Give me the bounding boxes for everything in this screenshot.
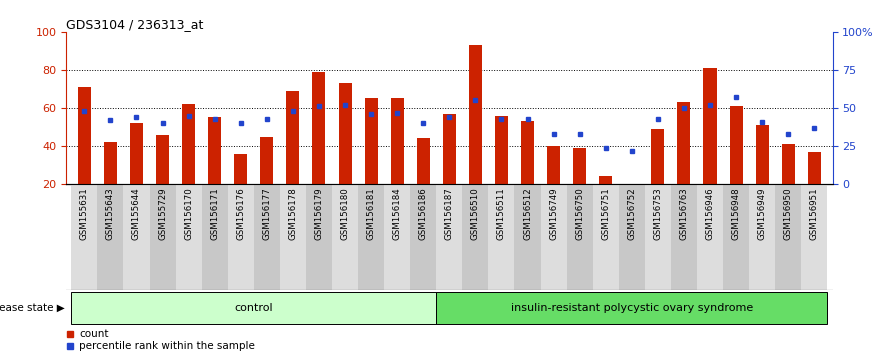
- Text: GSM156752: GSM156752: [627, 187, 636, 240]
- Text: GSM155729: GSM155729: [158, 187, 167, 240]
- Text: GSM156178: GSM156178: [288, 187, 298, 240]
- Bar: [443, 114, 455, 184]
- Bar: [521, 121, 534, 184]
- Text: GSM156950: GSM156950: [784, 187, 793, 240]
- Bar: [286, 91, 300, 184]
- Bar: [150, 184, 175, 290]
- Bar: [260, 137, 273, 184]
- Bar: [645, 184, 671, 290]
- Bar: [574, 148, 586, 184]
- Bar: [98, 184, 123, 290]
- Text: disease state ▶: disease state ▶: [0, 303, 65, 313]
- Bar: [123, 184, 150, 290]
- Bar: [71, 292, 436, 324]
- Bar: [756, 125, 768, 184]
- Text: GDS3104 / 236313_at: GDS3104 / 236313_at: [66, 18, 204, 31]
- Bar: [411, 184, 436, 290]
- Bar: [365, 98, 378, 184]
- Text: GSM156949: GSM156949: [758, 187, 766, 240]
- Bar: [541, 184, 566, 290]
- Text: count: count: [79, 329, 108, 339]
- Bar: [626, 184, 639, 198]
- Bar: [417, 138, 430, 184]
- Bar: [227, 184, 254, 290]
- Bar: [651, 129, 664, 184]
- Text: GSM155644: GSM155644: [132, 187, 141, 240]
- Text: GSM156512: GSM156512: [523, 187, 532, 240]
- Text: GSM156187: GSM156187: [445, 187, 454, 240]
- Text: GSM155631: GSM155631: [80, 187, 89, 240]
- Text: percentile rank within the sample: percentile rank within the sample: [79, 341, 255, 351]
- Text: GSM156510: GSM156510: [470, 187, 480, 240]
- Bar: [358, 184, 384, 290]
- Bar: [671, 184, 697, 290]
- Bar: [234, 154, 248, 184]
- Text: GSM156184: GSM156184: [393, 187, 402, 240]
- Bar: [599, 177, 612, 184]
- Bar: [104, 142, 117, 184]
- Text: GSM156951: GSM156951: [810, 187, 818, 240]
- Bar: [208, 118, 221, 184]
- Bar: [463, 184, 488, 290]
- Text: GSM156751: GSM156751: [601, 187, 611, 240]
- Bar: [697, 184, 723, 290]
- Text: insulin-resistant polycystic ovary syndrome: insulin-resistant polycystic ovary syndr…: [511, 303, 753, 313]
- Bar: [202, 184, 227, 290]
- Bar: [156, 135, 169, 184]
- Bar: [254, 184, 280, 290]
- Bar: [801, 184, 827, 290]
- Text: GSM156946: GSM156946: [706, 187, 714, 240]
- Bar: [71, 184, 98, 290]
- Bar: [775, 184, 801, 290]
- Text: GSM156181: GSM156181: [366, 187, 375, 240]
- Bar: [338, 83, 352, 184]
- Bar: [384, 184, 411, 290]
- Text: GSM156763: GSM156763: [679, 187, 688, 240]
- Bar: [436, 184, 463, 290]
- Bar: [130, 123, 143, 184]
- Text: GSM156179: GSM156179: [315, 187, 323, 240]
- Bar: [704, 68, 716, 184]
- Bar: [618, 184, 645, 290]
- Text: GSM156177: GSM156177: [263, 187, 271, 240]
- Bar: [469, 45, 482, 184]
- Bar: [749, 184, 775, 290]
- Text: control: control: [234, 303, 273, 313]
- Bar: [175, 184, 202, 290]
- Text: GSM156176: GSM156176: [236, 187, 245, 240]
- Text: GSM156749: GSM156749: [549, 187, 558, 240]
- Text: GSM156750: GSM156750: [575, 187, 584, 240]
- Text: GSM156170: GSM156170: [184, 187, 193, 240]
- Text: GSM156186: GSM156186: [418, 187, 428, 240]
- Bar: [781, 144, 795, 184]
- Bar: [495, 115, 508, 184]
- Bar: [182, 104, 195, 184]
- Bar: [332, 184, 358, 290]
- Bar: [313, 72, 325, 184]
- Text: GSM156171: GSM156171: [211, 187, 219, 240]
- Text: GSM156753: GSM156753: [654, 187, 663, 240]
- Bar: [488, 184, 515, 290]
- Text: GSM156180: GSM156180: [341, 187, 350, 240]
- Bar: [593, 184, 618, 290]
- Bar: [566, 184, 593, 290]
- Bar: [280, 184, 306, 290]
- Text: GSM156948: GSM156948: [731, 187, 741, 240]
- Bar: [436, 292, 827, 324]
- Bar: [677, 102, 691, 184]
- Bar: [515, 184, 541, 290]
- Bar: [808, 152, 821, 184]
- Text: GSM156511: GSM156511: [497, 187, 506, 240]
- Text: GSM155643: GSM155643: [106, 187, 115, 240]
- Bar: [390, 98, 403, 184]
- Bar: [547, 146, 560, 184]
- Bar: [306, 184, 332, 290]
- Bar: [78, 87, 91, 184]
- Bar: [729, 106, 743, 184]
- Bar: [723, 184, 749, 290]
